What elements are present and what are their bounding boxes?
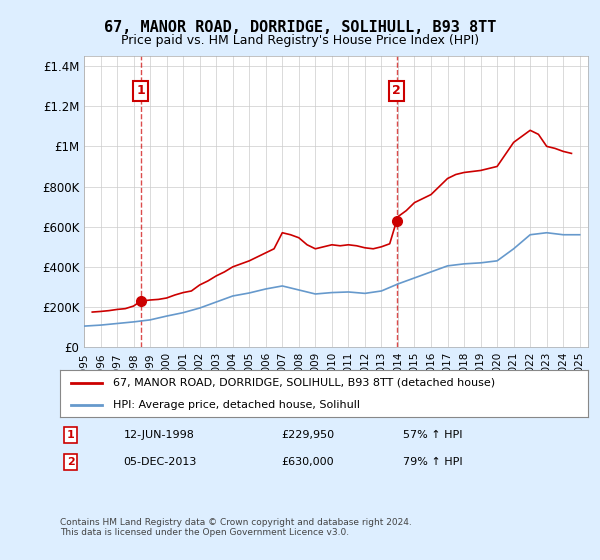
Text: Price paid vs. HM Land Registry's House Price Index (HPI): Price paid vs. HM Land Registry's House … — [121, 34, 479, 46]
Text: 79% ↑ HPI: 79% ↑ HPI — [403, 457, 463, 467]
Text: 2: 2 — [392, 85, 401, 97]
Text: 67, MANOR ROAD, DORRIDGE, SOLIHULL, B93 8TT: 67, MANOR ROAD, DORRIDGE, SOLIHULL, B93 … — [104, 20, 496, 35]
Text: 1: 1 — [67, 430, 74, 440]
Text: HPI: Average price, detached house, Solihull: HPI: Average price, detached house, Soli… — [113, 400, 360, 410]
Text: 1: 1 — [136, 85, 145, 97]
Text: £229,950: £229,950 — [282, 430, 335, 440]
Text: 67, MANOR ROAD, DORRIDGE, SOLIHULL, B93 8TT (detached house): 67, MANOR ROAD, DORRIDGE, SOLIHULL, B93 … — [113, 378, 495, 388]
Text: 12-JUN-1998: 12-JUN-1998 — [124, 430, 194, 440]
Text: 05-DEC-2013: 05-DEC-2013 — [124, 457, 197, 467]
Text: 57% ↑ HPI: 57% ↑ HPI — [403, 430, 463, 440]
Text: Contains HM Land Registry data © Crown copyright and database right 2024.
This d: Contains HM Land Registry data © Crown c… — [60, 518, 412, 538]
Text: £630,000: £630,000 — [282, 457, 334, 467]
Text: 2: 2 — [67, 457, 74, 467]
